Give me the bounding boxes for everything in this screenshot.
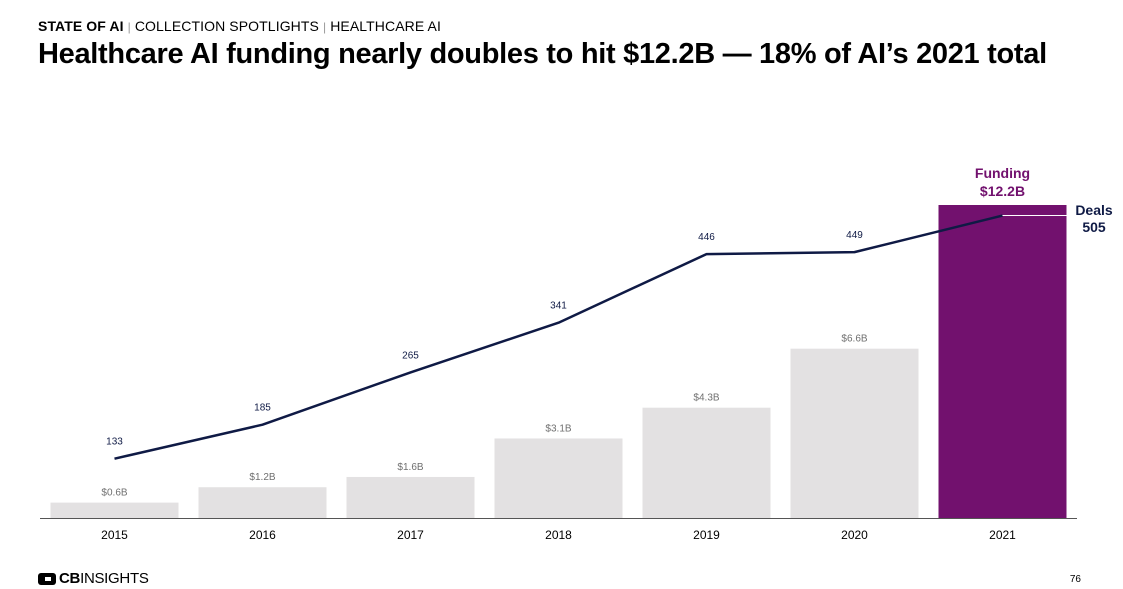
bar-label-2015: $0.6B <box>101 488 127 499</box>
bar-2019 <box>642 407 771 518</box>
x-tick-label-2019: 2019 <box>693 528 720 542</box>
deals-label-2015: 133 <box>106 437 123 448</box>
bar-label-2017: $1.6B <box>397 462 423 473</box>
deals-annotation-value: 505 <box>1082 219 1106 235</box>
x-tick-label-2015: 2015 <box>101 528 128 542</box>
funding-annotation-label: Funding <box>975 165 1030 181</box>
bar-label-2020: $6.6B <box>841 334 867 345</box>
cb-logo-icon <box>38 572 56 585</box>
x-tick-label-2020: 2020 <box>841 528 868 542</box>
logo-text-bold: CB <box>59 570 81 587</box>
breadcrumb-collection-spotlights: COLLECTION SPOTLIGHTS <box>134 18 319 34</box>
bar-2018 <box>494 438 623 518</box>
x-tick-label-2017: 2017 <box>397 528 424 542</box>
funding-annotation-value: $12.2B <box>980 183 1025 199</box>
bar-2015 <box>50 502 179 518</box>
deals-line <box>114 214 1003 460</box>
bar-2017 <box>346 476 475 518</box>
deals-label-2017: 265 <box>402 350 419 361</box>
page-title: Healthcare AI funding nearly doubles to … <box>38 38 1047 70</box>
cb-insights-logo: CB INSIGHTS <box>38 570 149 587</box>
breadcrumb-healthcare-ai: HEALTHCARE AI <box>330 18 441 34</box>
page-number: 76 <box>1069 574 1081 585</box>
deals-label-2019: 446 <box>698 232 715 243</box>
deals-label-2018: 341 <box>550 301 567 312</box>
bar-2020 <box>790 348 919 518</box>
x-tick-label-2016: 2016 <box>249 528 276 542</box>
bar-label-2016: $1.2B <box>249 472 275 483</box>
bar-2016 <box>198 487 327 518</box>
deals-annotation-label: Deals <box>1075 202 1113 218</box>
x-tick-label-2018: 2018 <box>545 528 572 542</box>
deals-label-2016: 185 <box>254 403 271 414</box>
breadcrumb-state-of-ai: STATE OF AI <box>38 18 124 34</box>
bar-label-2019: $4.3B <box>693 393 719 404</box>
deals-label-2020: 449 <box>846 230 863 241</box>
bar-label-2018: $3.1B <box>545 423 571 434</box>
bar-2021 <box>938 205 1067 518</box>
breadcrumb-separator: | <box>127 20 131 34</box>
logo-text: INSIGHTS <box>80 570 149 587</box>
breadcrumb: STATE OF AI | COLLECTION SPOTLIGHTS | HEALTH… <box>38 18 441 34</box>
breadcrumb-separator: | <box>322 20 327 34</box>
x-tick-label-2021: 2021 <box>989 528 1016 542</box>
